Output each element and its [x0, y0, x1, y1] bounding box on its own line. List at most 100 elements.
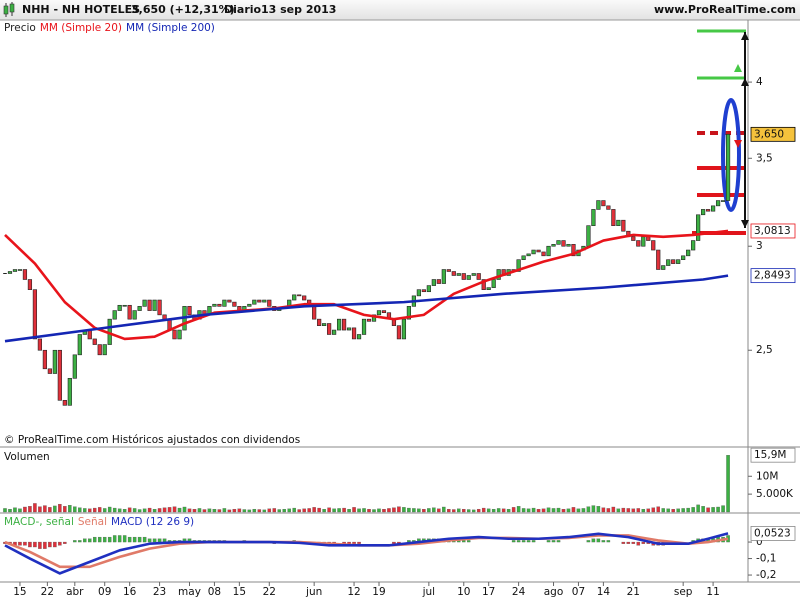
candle [536, 249, 541, 253]
bar [277, 509, 282, 513]
candle [466, 275, 471, 280]
bar [292, 507, 296, 513]
candle [436, 279, 441, 284]
candle [431, 279, 436, 286]
bar [462, 508, 466, 513]
bar [122, 535, 127, 543]
candle [177, 329, 182, 340]
bar [127, 507, 132, 513]
x-tick-label: 12 [347, 586, 360, 598]
bar [267, 508, 272, 513]
bar [232, 508, 237, 513]
x-tick-label: may [178, 586, 201, 598]
bar [531, 540, 536, 543]
candle [406, 306, 412, 320]
candle [322, 323, 327, 326]
bar [716, 506, 720, 513]
candle [137, 306, 142, 311]
bar [307, 508, 311, 513]
bar [73, 540, 77, 543]
candle [611, 209, 616, 226]
candle [646, 236, 651, 241]
candle [691, 240, 696, 251]
footnote: © ProRealTime.com Históricos ajustados c… [4, 434, 300, 446]
candle [52, 349, 57, 374]
panel-title: Volumen [4, 451, 50, 463]
bar [501, 508, 506, 513]
bar [541, 508, 546, 513]
bar [686, 507, 690, 513]
bar [387, 508, 391, 513]
bar [437, 508, 441, 513]
bar [681, 508, 685, 513]
bar [516, 540, 521, 543]
bar [631, 541, 636, 544]
bar [466, 540, 471, 543]
bar [147, 507, 152, 513]
candle [252, 299, 257, 305]
bar [122, 508, 127, 513]
bar [58, 503, 62, 513]
bar [591, 505, 596, 513]
value-box-label: 0,0523 [754, 527, 791, 539]
bar [207, 508, 212, 513]
candle [232, 301, 237, 307]
bar [112, 507, 117, 513]
bar [78, 540, 82, 543]
bar [357, 541, 361, 544]
x-tick-label: 16 [123, 586, 137, 598]
bar [327, 507, 331, 513]
bar [48, 541, 52, 548]
candle [686, 249, 691, 257]
bar [626, 508, 631, 513]
bar [352, 507, 356, 513]
candle [551, 244, 556, 247]
line-series [4, 229, 729, 341]
candle [421, 289, 426, 293]
x-tick-label: 17 [482, 586, 495, 598]
bar [447, 508, 451, 513]
candle [57, 349, 62, 401]
candle [636, 240, 641, 247]
bar [272, 508, 277, 513]
candle [47, 368, 52, 374]
bar [38, 541, 42, 549]
bar [282, 508, 286, 513]
candle [22, 269, 28, 280]
bar [546, 540, 551, 543]
bar [402, 507, 406, 513]
bar [78, 507, 82, 513]
bar [526, 508, 531, 513]
bar [8, 508, 12, 513]
candle [7, 271, 13, 274]
bar [247, 509, 252, 513]
candle [451, 271, 456, 276]
bar [417, 508, 421, 513]
bar [631, 508, 636, 513]
x-tick-label: 15 [233, 586, 246, 598]
bar [88, 538, 92, 543]
candle [446, 269, 451, 272]
candle [481, 279, 486, 290]
bar [312, 507, 316, 513]
legend-entry: MM (Simple 20) [40, 22, 122, 34]
y-tick-label: 5.000K [756, 488, 794, 500]
bar [162, 507, 167, 513]
candle [531, 249, 536, 255]
y-tick-label: 10M [756, 470, 778, 482]
x-tick-label: 09 [98, 586, 111, 598]
bar [511, 540, 516, 543]
bar [506, 508, 511, 513]
candle [566, 244, 571, 247]
bar [586, 506, 591, 513]
bar [611, 506, 616, 513]
candle [486, 287, 491, 290]
candle [710, 205, 716, 212]
bar [357, 508, 361, 513]
candle [701, 209, 706, 216]
bar [581, 508, 586, 513]
candle [601, 200, 606, 207]
bar [666, 508, 670, 513]
legend: Precio MM (Simple 20) MM (Simple 200) [4, 22, 215, 34]
period: Diario [224, 3, 262, 16]
